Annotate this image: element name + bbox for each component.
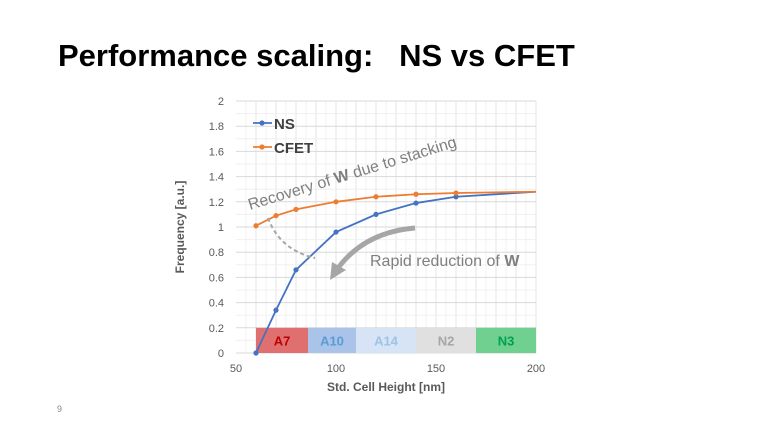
annotation-part: Recovery of [246, 171, 337, 214]
slide-title: Performance scaling: NS vs CFET [58, 38, 575, 73]
band-A7 [256, 327, 308, 353]
band-label: N2 [438, 333, 455, 348]
band-label: A10 [320, 333, 344, 348]
x-tick-label: 200 [527, 363, 545, 375]
data-point-NS [413, 200, 419, 206]
y-tick-label: 1.6 [209, 146, 224, 158]
page-number: 9 [57, 404, 63, 414]
data-point-CFET [413, 191, 419, 197]
series-line-CFET [255, 190, 537, 227]
x-tick-label: 50 [230, 363, 242, 375]
band-label: A7 [274, 333, 291, 348]
y-tick-label: 1.2 [209, 197, 224, 209]
y-tick-label: 0.2 [209, 323, 224, 335]
data-point-NS [453, 194, 459, 200]
legend-label-CFET: CFET [274, 140, 313, 157]
y-tick-label: 0.6 [209, 272, 224, 284]
x-axis-label: Std. Cell Height [nm] [327, 380, 445, 394]
y-tick-label: 1 [218, 222, 224, 234]
data-point-NS [293, 267, 299, 273]
legend-marker [259, 144, 265, 150]
annotation-part: W [504, 253, 520, 270]
y-tick-label: 1.4 [209, 172, 224, 184]
data-point-NS [273, 307, 279, 313]
legend-label-NS: NS [274, 116, 295, 133]
band-A10 [308, 327, 356, 353]
y-tick-label: 0.4 [209, 298, 224, 310]
legend-marker [259, 120, 265, 126]
y-tick-label: 0.8 [209, 247, 224, 259]
data-point-CFET [373, 194, 379, 200]
data-point-CFET [453, 190, 459, 196]
band-N2 [416, 327, 476, 353]
annotation-part: due to stacking [347, 134, 459, 183]
series-line-NS [255, 190, 537, 354]
data-point-CFET [253, 223, 259, 229]
y-tick-label: 0 [218, 348, 224, 360]
band-N3 [476, 327, 536, 353]
data-point-CFET [333, 199, 339, 205]
data-point-NS [253, 350, 259, 356]
dashed-arrow [267, 217, 316, 259]
band-A14 [356, 327, 416, 353]
data-point-NS [373, 211, 379, 217]
data-point-NS [333, 229, 339, 235]
band-label: A14 [374, 333, 399, 348]
x-tick-label: 100 [327, 363, 345, 375]
annotation-rapid-reduction: Rapid reduction of W [370, 253, 520, 270]
rapid-reduction-arrow [336, 225, 416, 270]
y-axis-label: Frequency [a.u.] [173, 181, 187, 274]
annotation-part: W [332, 167, 352, 188]
data-point-CFET [293, 206, 299, 212]
data-point-CFET [273, 213, 279, 219]
y-tick-label: 2 [218, 96, 224, 108]
y-tick-label: 1.8 [209, 121, 224, 133]
x-tick-label: 150 [427, 363, 445, 375]
annotation-part: Rapid reduction of [370, 253, 504, 270]
band-label: N3 [498, 333, 515, 348]
arrow-head [330, 262, 346, 280]
